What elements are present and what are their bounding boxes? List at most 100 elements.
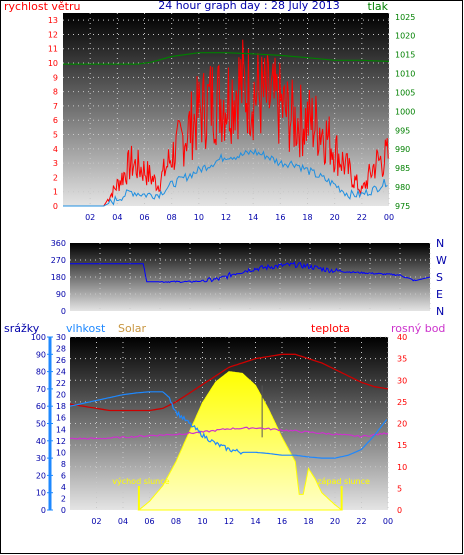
- humidity-tick: 26: [56, 356, 66, 365]
- temperature-tick: 35: [397, 355, 407, 364]
- direction-degree-tick: 0: [61, 307, 66, 316]
- wind-speed-tick: 1: [53, 188, 58, 197]
- x-tick-label: 00: [383, 517, 393, 526]
- humidity-tick: 8: [61, 460, 66, 469]
- rain-tick: 90: [36, 350, 46, 359]
- wind-panel-background: [63, 13, 389, 206]
- humidity-tick: 4: [61, 483, 66, 492]
- x-tick-label: 22: [356, 517, 366, 526]
- temperature-tick: 30: [397, 376, 407, 385]
- humidity-tick: 24: [56, 368, 66, 377]
- x-tick-label: 14: [250, 517, 260, 526]
- pressure-tick: 1000: [395, 107, 415, 116]
- chart-title: 24 hour graph day : 28 July 2013: [158, 0, 340, 12]
- rain-tick: 50: [36, 420, 46, 429]
- x-tick-label: 08: [167, 213, 177, 222]
- direction-compass-tick: E: [436, 288, 443, 301]
- direction-compass-tick: N: [436, 237, 444, 250]
- direction-degree-tick: 180: [51, 273, 66, 282]
- direction-panel-grid: [70, 243, 431, 311]
- x-tick-label: 08: [171, 517, 181, 526]
- x-tick-label: 16: [275, 213, 285, 222]
- x-tick-label: 18: [302, 213, 312, 222]
- x-tick-label: 10: [197, 517, 207, 526]
- temperature-tick: 20: [397, 420, 407, 429]
- direction-degree-tick: 270: [51, 256, 66, 265]
- wind-speed-tick: 9: [53, 73, 58, 82]
- wind-speed-tick: 5: [53, 131, 58, 140]
- pressure-tick: 990: [395, 145, 410, 154]
- solar-radiation-series: [137, 371, 343, 511]
- humidity-tick: 12: [56, 437, 66, 446]
- wind-speed-label: rychlost větru: [4, 0, 80, 13]
- wind-speed-tick: 11: [48, 45, 58, 54]
- wind-speed-tick: 13: [48, 16, 58, 25]
- pressure-tick: 1005: [395, 88, 415, 97]
- rain-tick: 100: [31, 333, 46, 342]
- pressure-tick: 1020: [395, 32, 415, 41]
- pressure-tick: 980: [395, 183, 410, 192]
- pressure-tick: 1010: [395, 70, 415, 79]
- direction-compass-tick: N: [436, 305, 444, 318]
- humidity-tick: 0: [61, 506, 66, 515]
- pressure-tick: 975: [395, 202, 410, 211]
- x-tick-label: 10: [194, 213, 204, 222]
- wind-speed-tick: 2: [53, 173, 58, 182]
- pressure-tick: 1015: [395, 51, 415, 60]
- wind-panel-series: [63, 39, 390, 207]
- x-tick-label: 20: [330, 213, 340, 222]
- humidity-tick: 2: [61, 494, 66, 503]
- temperature-label: teplota: [311, 322, 350, 335]
- wind-direction-series: [70, 261, 431, 284]
- humidity-tick: 18: [56, 402, 66, 411]
- humidity-series: [69, 391, 388, 459]
- rain-tick: 10: [36, 489, 46, 498]
- climate-panel-series: [69, 353, 389, 511]
- wind-speed-tick: 8: [53, 88, 58, 97]
- climate-time-axis: 02 04 06 08 10 12 14 16 18 20 22 00: [91, 517, 393, 526]
- sunrise-label: východ slunce: [112, 477, 169, 486]
- direction-degree-tick: 90: [56, 290, 66, 299]
- direction-compass-tick: W: [436, 254, 447, 267]
- dewpoint-series: [69, 426, 389, 440]
- rain-tick: 0: [41, 506, 46, 515]
- wind-speed-series: [63, 39, 389, 207]
- direction-degree-tick: 360: [51, 239, 66, 248]
- dewpoint-label: rosný bod: [391, 322, 445, 335]
- x-tick-label: 22: [357, 213, 367, 222]
- pressure-tick: 1025: [395, 13, 415, 22]
- humidity-tick: 28: [56, 345, 66, 354]
- rain-tick: 30: [36, 454, 46, 463]
- humidity-tick: 10: [56, 448, 66, 457]
- wind-time-axis: 02 04 06 08 10 12 14 16 18 20 22 00: [85, 213, 394, 222]
- rain-tick: 60: [36, 402, 46, 411]
- x-tick-label: 02: [91, 517, 101, 526]
- wind-speed-tick: 10: [48, 59, 58, 68]
- direction-degree-axis: 0 90 180 270 360: [51, 239, 66, 316]
- sun-annotations: východ slunce západ slunce: [112, 477, 370, 510]
- temperature-series: [69, 353, 389, 412]
- humidity-label: vlhkost: [66, 322, 106, 335]
- rain-label: srážky: [4, 322, 40, 335]
- x-tick-label: 00: [384, 213, 394, 222]
- humidity-tick: 16: [56, 414, 66, 423]
- x-tick-label: 12: [221, 213, 231, 222]
- pressure-series: [63, 52, 390, 65]
- humidity-tick: 30: [56, 333, 66, 342]
- x-tick-label: 04: [112, 213, 122, 222]
- x-tick-label: 18: [303, 517, 313, 526]
- wind-speed-tick: 4: [53, 145, 58, 154]
- pressure-label: tlak: [368, 0, 389, 13]
- humidity-tick: 14: [56, 425, 66, 434]
- x-tick-label: 12: [224, 517, 234, 526]
- temperature-tick: 25: [397, 398, 407, 407]
- temperature-tick: 0: [397, 506, 402, 515]
- wind-average-series: [63, 148, 388, 207]
- climate-panel-grid: [70, 336, 389, 510]
- wind-speed-tick: 7: [53, 102, 58, 111]
- temperature-tick: 15: [397, 441, 407, 450]
- x-tick-label: 06: [144, 517, 154, 526]
